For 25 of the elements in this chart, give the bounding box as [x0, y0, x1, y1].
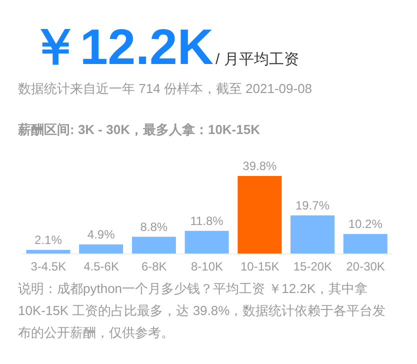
bar — [184, 230, 229, 254]
bar — [238, 176, 282, 254]
data-label: 11.8% — [190, 214, 224, 228]
x-tick-label: 6-8K — [141, 260, 167, 274]
text: 薪酬区间: 3K - 30K，最多人拿：10K-15K — [18, 121, 260, 139]
chart-subtitle: / 月平均工资 — [215, 50, 299, 69]
bar — [79, 244, 124, 254]
data-label: 4.9% — [87, 227, 116, 242]
data-label: 19.7% — [296, 198, 330, 212]
chart-title: ￥12.2K — [30, 18, 214, 77]
x-tick-label: 4.5-6K — [84, 260, 119, 274]
bar — [343, 234, 388, 254]
bar — [290, 215, 335, 254]
data-label: 8.8% — [140, 220, 168, 234]
x-tick-label: 8-10K — [190, 260, 224, 274]
text: 数据统计来自近一年 714 份样本，截至 2021-09-08 — [18, 80, 312, 98]
x-tick-label: 20-30K — [346, 260, 385, 274]
x-tick-label: 15-20K — [293, 260, 332, 274]
text: 说明：成都python一个月多少钱？平均工资 ￥12.2K，其中拿10K-15K 工资的占比最多，达 39.8%，数据统计依赖于各平台发布的公开薪酬，仅供参考。 — [18, 280, 387, 342]
data-label: 2.1% — [34, 232, 62, 247]
x-tick-label: 10-15K — [240, 260, 280, 274]
bar — [132, 236, 176, 254]
data-label: 10.2% — [348, 217, 383, 232]
data-label: 39.8% — [242, 159, 277, 173]
x-tick-label: 3-4.5K — [30, 260, 66, 274]
